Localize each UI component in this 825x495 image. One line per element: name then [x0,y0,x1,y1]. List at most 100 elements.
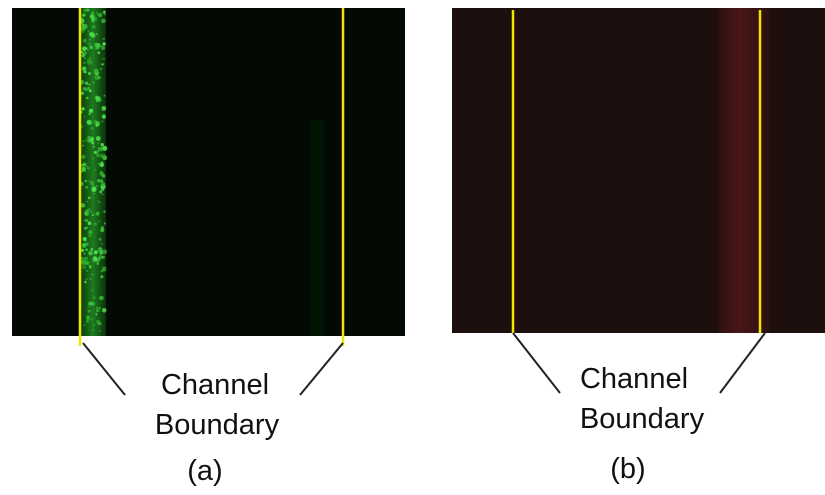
speckle [89,266,92,269]
speckle [85,186,88,189]
speckle [92,25,95,28]
speckle [82,107,85,110]
panel-label: (a) [187,455,222,487]
speckle [87,60,92,65]
speckle [81,249,84,252]
speckle [84,281,87,284]
speckle [101,243,103,245]
speckle [99,330,101,332]
speckle [95,313,97,315]
speckle [87,49,89,51]
speckle [89,208,91,210]
speckle [100,179,103,182]
speckle [89,180,92,183]
callout-line [83,343,125,395]
speckle [88,230,92,234]
speckle [95,96,99,100]
speckle [101,106,106,111]
speckle [103,11,106,14]
speckle [98,13,102,17]
speckle [81,155,85,159]
speckle [99,247,101,249]
annotation: Channel [161,369,269,401]
speckle [83,237,87,241]
panel-label: (b) [610,453,645,485]
speckle [98,51,101,54]
faint-band [310,120,324,336]
speckle [83,252,86,255]
speckle [104,95,106,97]
speckle [99,307,101,309]
speckle [83,62,85,64]
speckle [89,46,93,50]
speckle [88,197,91,200]
annotation: Boundary [155,409,280,441]
speckle [93,81,95,83]
speckle [85,82,88,85]
speckle [95,123,98,126]
speckle [91,319,93,321]
speckle [87,201,89,203]
speckle [89,57,92,60]
speckle [102,308,107,313]
panel-a: Channel Boundary (a) [12,8,405,487]
speckle [101,270,103,272]
red-band [718,8,770,333]
speckle [98,162,101,165]
speckle [101,120,103,122]
callout-line [513,333,560,393]
speckle [88,31,90,33]
speckle [94,169,96,171]
speckle [94,43,99,48]
speckle [90,248,93,251]
speckle [88,83,91,86]
speckle [83,51,88,56]
speckle [88,310,91,313]
speckle [99,296,104,301]
speckle [97,150,100,153]
speckle [99,191,102,194]
speckle [96,185,98,187]
speckle [92,158,94,160]
speckle [102,269,104,271]
speckle [86,316,90,320]
callout-line [300,343,343,395]
panel-b: Channel Boundary (b) [452,8,825,485]
speckle [89,32,94,37]
speckle [84,257,88,261]
speckle [84,71,87,74]
fluorescence-image [12,8,405,336]
annotation: Channel [580,363,688,395]
speckle [104,222,106,224]
speckle [88,302,92,306]
callout-line [720,333,765,393]
speckle [93,256,97,260]
speckle [86,320,89,323]
speckle [101,147,103,149]
speckle [88,306,90,308]
speckle [102,58,105,61]
speckle [92,329,94,331]
speckle [84,116,86,118]
speckle [101,100,103,102]
speckle [102,256,105,259]
speckle [86,166,88,168]
speckle [84,227,87,230]
speckle [102,38,105,41]
speckle [91,290,93,292]
speckle [97,200,99,202]
speckle [102,174,106,178]
speckle [82,265,87,270]
speckle [93,197,95,199]
speckle [101,19,106,24]
annotation: Boundary [580,403,705,435]
speckle [89,90,92,93]
speckle [102,193,104,195]
speckle [92,324,95,327]
speckle [96,212,100,216]
speckle [88,38,91,41]
speckle [81,27,86,32]
speckle [98,250,100,252]
speckle [94,17,98,21]
speckle [91,127,94,130]
